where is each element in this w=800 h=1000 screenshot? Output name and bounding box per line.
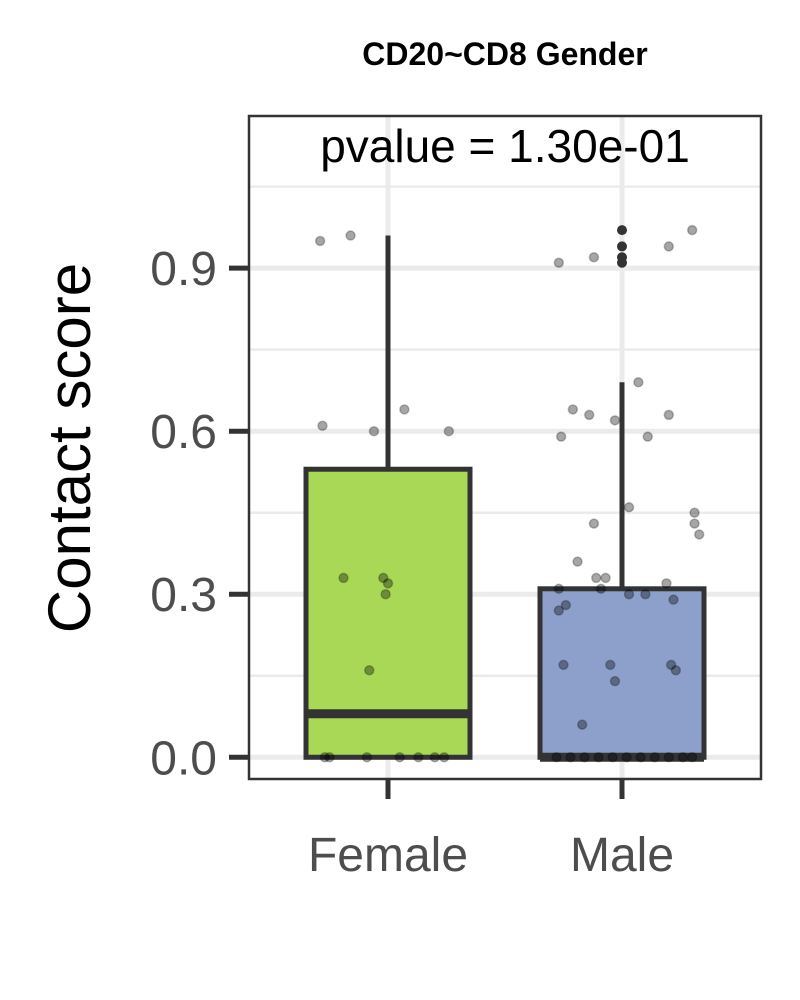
jitter-point-male-46 bbox=[558, 659, 569, 671]
jitter-point-male-62 bbox=[686, 752, 698, 763]
jitter-point-male-57 bbox=[621, 752, 632, 763]
chart-title: CD20~CD8 Gender bbox=[362, 36, 647, 72]
jitter-point-male-24 bbox=[583, 409, 595, 421]
y-tick-label: 0.0 bbox=[150, 732, 217, 785]
jitter-point-male-59 bbox=[649, 752, 661, 763]
x-tick-label-male: Male bbox=[570, 829, 674, 882]
jitter-point-female-6 bbox=[443, 425, 455, 437]
jitter-point-female-1 bbox=[314, 235, 326, 247]
jitter-point-male-47 bbox=[605, 659, 616, 671]
jitter-point-male-22 bbox=[686, 224, 698, 236]
jitter-point-male-42 bbox=[661, 578, 672, 589]
y-tick-label: 0.9 bbox=[150, 243, 217, 296]
jitter-point-female-17 bbox=[429, 752, 441, 763]
jitter-point-female-10 bbox=[380, 588, 391, 600]
y-axis: 0.0 0.3 0.6 0.9 bbox=[150, 243, 249, 785]
jitter-point-female-11 bbox=[364, 665, 375, 676]
jitter-point-female-4 bbox=[368, 425, 380, 437]
jitter-point-female-12 bbox=[319, 752, 331, 763]
jitter-point-male-36 bbox=[591, 572, 602, 584]
y-tick-label: 0.6 bbox=[150, 406, 217, 459]
jitter-point-male-58 bbox=[635, 752, 646, 763]
jitter-point-male-26 bbox=[633, 377, 644, 388]
jitter-point-male-35 bbox=[572, 556, 583, 567]
jitter-points-layer bbox=[314, 224, 705, 763]
jitter-point-male-49 bbox=[665, 659, 677, 671]
jitter-point-male-31 bbox=[689, 507, 700, 518]
jitter-point-female-3 bbox=[317, 420, 328, 432]
jitter-point-female-15 bbox=[394, 752, 405, 763]
pvalue-annotation: pvalue = 1.30e-01 bbox=[320, 120, 690, 172]
jitter-point-male-21 bbox=[663, 241, 675, 252]
jitter-point-male-53 bbox=[565, 752, 576, 763]
jitter-point-female-8 bbox=[378, 572, 389, 584]
jitter-point-male-38 bbox=[553, 583, 565, 595]
box-female bbox=[303, 466, 473, 760]
jitter-point-male-28 bbox=[555, 431, 567, 442]
jitter-point-male-61 bbox=[677, 752, 689, 763]
y-tick-label: 0.3 bbox=[150, 569, 217, 622]
outlier-point-male-4 bbox=[617, 257, 627, 268]
jitter-point-male-27 bbox=[663, 409, 675, 421]
jitter-point-female-5 bbox=[399, 404, 410, 415]
jitter-point-female-7 bbox=[338, 572, 349, 584]
outlier-point-male-1 bbox=[617, 225, 627, 236]
y-axis-title: Contact score bbox=[36, 263, 103, 633]
outlier-point-male-2 bbox=[617, 241, 627, 252]
jitter-point-male-43 bbox=[668, 594, 679, 605]
jitter-point-male-19 bbox=[553, 257, 565, 268]
plot-panel-border bbox=[247, 114, 763, 781]
jitter-point-female-18 bbox=[438, 752, 450, 763]
boxes-layer bbox=[303, 225, 707, 762]
jitter-point-male-55 bbox=[593, 752, 604, 763]
x-axis: Female Male bbox=[308, 779, 674, 882]
jitter-point-male-60 bbox=[663, 752, 675, 763]
jitter-point-male-51 bbox=[576, 719, 588, 730]
jitter-point-male-50 bbox=[670, 665, 682, 676]
jitter-point-female-9 bbox=[382, 578, 394, 589]
jitter-point-male-52 bbox=[551, 752, 562, 763]
jitter-point-female-14 bbox=[361, 752, 373, 763]
jitter-point-male-39 bbox=[595, 583, 607, 595]
jitter-point-male-20 bbox=[588, 252, 600, 263]
jitter-point-male-29 bbox=[642, 431, 653, 442]
jitter-point-female-13 bbox=[324, 752, 335, 763]
jitter-point-male-54 bbox=[579, 752, 590, 763]
jitter-point-male-23 bbox=[567, 404, 579, 415]
jitter-point-male-32 bbox=[689, 518, 700, 529]
x-tick-label-female: Female bbox=[308, 829, 468, 882]
jitter-point-female-2 bbox=[345, 230, 356, 241]
jitter-point-female-16 bbox=[413, 752, 424, 763]
jitter-point-male-56 bbox=[607, 752, 618, 763]
jitter-point-male-34 bbox=[693, 529, 705, 540]
jitter-point-male-48 bbox=[609, 675, 621, 687]
jitter-point-male-41 bbox=[640, 588, 651, 600]
jitter-point-male-25 bbox=[609, 415, 621, 426]
jitter-point-male-37 bbox=[600, 572, 611, 584]
jitter-point-male-44 bbox=[553, 605, 565, 616]
jitter-point-male-30 bbox=[623, 502, 635, 513]
jitter-point-male-40 bbox=[623, 588, 635, 600]
jitter-point-male-33 bbox=[588, 518, 600, 529]
jitter-point-male-45 bbox=[560, 599, 572, 611]
